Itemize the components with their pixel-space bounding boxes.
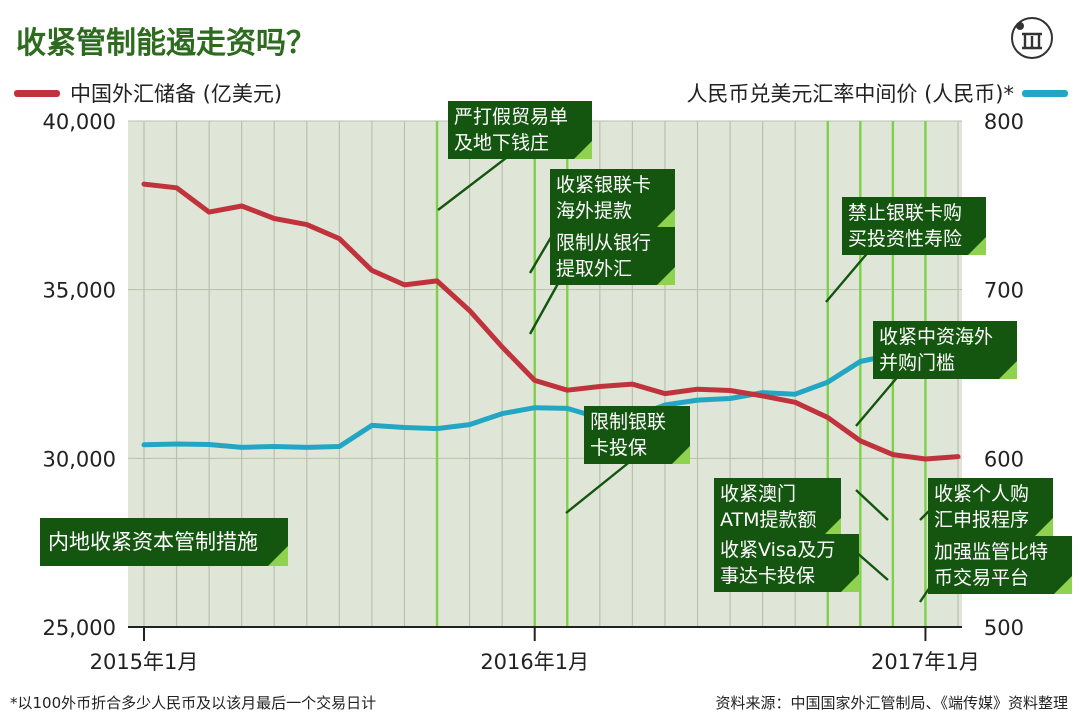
- callout-fold: [657, 209, 676, 227]
- callout-overseas-ma: 收紧中资海外 并购门槛: [873, 321, 1018, 379]
- callout-macau-atm-line2: ATM提款额: [720, 509, 817, 531]
- callout-unionpay-withdrawal: 收紧银联卡 海外提款: [550, 169, 676, 227]
- callout-macau-atm: 收紧澳门 ATM提款额: [714, 478, 841, 536]
- callout-bitcoin: 加强监管比特 币交易平台: [928, 536, 1073, 594]
- capital-controls-label-text: 内地收紧资本管制措施: [48, 530, 258, 554]
- callout-fold: [574, 141, 593, 159]
- callout-leader-line: [855, 489, 889, 521]
- callout-life-insurance: 禁止银联卡购 买投资性寿险: [842, 197, 987, 255]
- callout-bitcoin-line2: 币交易平台: [934, 567, 1030, 589]
- capital-controls-label: 内地收紧资本管制措施: [40, 518, 288, 566]
- callout-life-insurance-line2: 买投资性寿险: [848, 228, 963, 250]
- x-tick-label: 2017年1月: [871, 650, 980, 674]
- callout-personal-fx: 收紧个人购 汇申报程序: [928, 478, 1054, 536]
- callout-unionpay-insurance: 限制银联 卡投保: [584, 406, 691, 464]
- callout-leader-line: [528, 279, 562, 335]
- callout-leader-line: [825, 249, 871, 303]
- callout-bitcoin-line1: 加强监管比特: [934, 541, 1049, 563]
- callout-visa-mastercard: 收紧Visa及万 事达卡投保: [714, 534, 860, 592]
- series-line-fx-reserves: [141, 181, 961, 462]
- callout-overseas-ma-line1: 收紧中资海外: [879, 326, 994, 348]
- callout-fold: [968, 237, 987, 255]
- callout-bank-fx-line2: 提取外汇: [556, 258, 633, 280]
- y-right-tick-label: 600: [984, 447, 1024, 471]
- callout-visa-mastercard-line1: 收紧Visa及万: [720, 539, 836, 561]
- callout-fake-trade: 严打假贸易单 及地下钱庄: [448, 101, 593, 159]
- callout-fold: [1035, 518, 1054, 536]
- x-tick-label: 2015年1月: [90, 650, 199, 674]
- callout-overseas-ma-line2: 并购门槛: [879, 352, 956, 374]
- legend-reserves: 中国外汇储备 (亿美元): [14, 78, 282, 108]
- y-left-tick-label: 35,000: [43, 279, 116, 303]
- legend-rate-label: 人民币兑美元汇率中间价 (人民币)*: [686, 82, 1014, 106]
- callout-unionpay-insurance-line2: 卡投保: [590, 437, 648, 459]
- legend-reserves-swatch: [14, 89, 60, 97]
- duan-media-logo: [1011, 17, 1053, 59]
- callout-bank-fx: 限制从银行 提取外汇: [550, 227, 676, 285]
- x-tick-label: 2016年1月: [480, 650, 589, 674]
- callout-fold: [999, 361, 1018, 379]
- callout-leader-line: [437, 154, 511, 211]
- callout-leader-line: [565, 459, 633, 514]
- callout-fold: [1054, 576, 1073, 594]
- callout-personal-fx-line2: 汇申报程序: [934, 509, 1030, 531]
- callout-unionpay-withdrawal-line1: 收紧银联卡: [556, 174, 652, 196]
- callout-fake-trade-line1: 严打假贸易单: [454, 106, 569, 128]
- callout-unionpay-withdrawal-line2: 海外提款: [556, 200, 633, 222]
- callout-fold: [268, 546, 288, 566]
- source-note: 资料来源：中国国家外汇管制局、《端传媒》资料整理: [715, 694, 1068, 712]
- callout-bank-fx-line1: 限制从银行: [556, 232, 652, 254]
- y-left-tick-label: 25,000: [43, 616, 116, 640]
- legend-rate: 人民币兑美元汇率中间价 (人民币)*: [686, 78, 1068, 108]
- callout-personal-fx-line1: 收紧个人购: [934, 483, 1030, 505]
- y-left-tick-label: 30,000: [43, 447, 116, 471]
- callout-visa-mastercard-line2: 事达卡投保: [720, 565, 816, 587]
- callout-unionpay-insurance-line1: 限制银联: [590, 411, 667, 433]
- callout-macau-atm-line1: 收紧澳门: [720, 483, 797, 505]
- y-left-tick-label: 40,000: [43, 110, 116, 134]
- y-right-tick-label: 700: [984, 279, 1024, 303]
- chart-title: 收紧管制能遏走资吗？: [16, 26, 316, 61]
- callout-fake-trade-line2: 及地下钱庄: [454, 132, 550, 154]
- callout-fold: [657, 267, 676, 285]
- legend-rate-swatch: [1022, 89, 1068, 97]
- callout-leader-line: [855, 373, 901, 427]
- callout-life-insurance-line1: 禁止银联卡购: [848, 202, 963, 224]
- callout-fold: [822, 518, 841, 536]
- y-right-tick-label: 800: [984, 110, 1024, 134]
- y-right-tick-label: 500: [984, 616, 1024, 640]
- callout-fold: [672, 446, 691, 464]
- footnote: *以100外币折合多少人民币及以该月最后一个交易日计: [10, 694, 377, 712]
- series-line-exchange-rate: [141, 352, 961, 450]
- legend-reserves-label: 中国外汇储备 (亿美元): [70, 82, 283, 106]
- callout-leader-line: [855, 551, 889, 581]
- callout-fold: [841, 574, 860, 592]
